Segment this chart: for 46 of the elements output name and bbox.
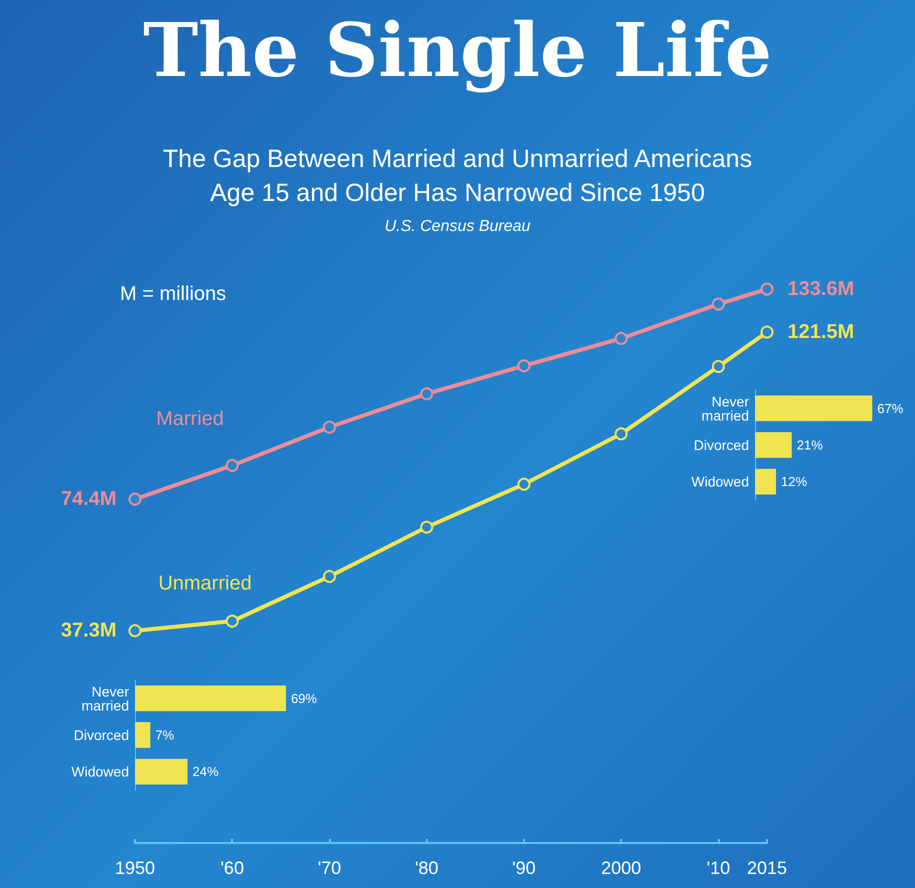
point bbox=[226, 458, 239, 472]
data-label: 74.4M bbox=[60, 488, 116, 510]
point bbox=[420, 387, 434, 400]
point bbox=[712, 360, 725, 373]
x-tick-label: '60 bbox=[220, 858, 244, 878]
point bbox=[226, 614, 239, 628]
point bbox=[760, 282, 774, 296]
x-tick-label: 2015 bbox=[746, 858, 788, 878]
series-label: Married bbox=[156, 408, 224, 430]
data-label: 69% bbox=[290, 690, 318, 706]
data-label: 21% bbox=[796, 438, 824, 452]
data-label: 67% bbox=[877, 400, 904, 416]
x-tick-label: '70 bbox=[318, 858, 342, 878]
point bbox=[128, 624, 142, 638]
annotation: M = millions bbox=[120, 283, 226, 306]
data-label: 37.3M bbox=[60, 620, 116, 642]
y-tick-label: Divorced bbox=[74, 727, 129, 743]
point bbox=[517, 359, 530, 372]
text: U.S. Census Bureau bbox=[384, 218, 532, 236]
x-tick-label: '80 bbox=[414, 858, 438, 878]
chart-title: The Single Life bbox=[142, 8, 773, 94]
point bbox=[712, 298, 725, 311]
point bbox=[760, 326, 774, 339]
y-tick-label: Widowed bbox=[71, 764, 129, 780]
x-tick-label: 1950 bbox=[114, 858, 156, 878]
data-label: 24% bbox=[192, 764, 219, 780]
y-tick-label: Never married bbox=[702, 393, 750, 424]
point bbox=[420, 520, 434, 534]
y-tick-label: Never married bbox=[82, 683, 130, 714]
chart-subtitle: The Gap Between Married and Unmarried Americans Age 15 and Older Has Narrowed Since 1950 bbox=[162, 144, 754, 209]
series-label: Unmarried bbox=[158, 572, 252, 595]
point bbox=[614, 427, 628, 440]
data-label: 7% bbox=[155, 728, 175, 742]
data-label: 121.5M bbox=[788, 321, 854, 344]
point bbox=[322, 570, 336, 583]
x-tick-label: 2000 bbox=[601, 858, 642, 878]
y-tick-label: Widowed bbox=[691, 474, 749, 490]
point bbox=[128, 492, 142, 506]
x-tick-label: '10 bbox=[706, 858, 730, 878]
point bbox=[322, 420, 336, 434]
x-tick-label: '90 bbox=[512, 858, 536, 878]
y-tick-label: Divorced bbox=[694, 437, 749, 453]
point bbox=[614, 332, 628, 345]
data-label: 12% bbox=[781, 474, 808, 490]
data-label: 133.6M bbox=[788, 278, 854, 300]
point bbox=[517, 478, 530, 491]
